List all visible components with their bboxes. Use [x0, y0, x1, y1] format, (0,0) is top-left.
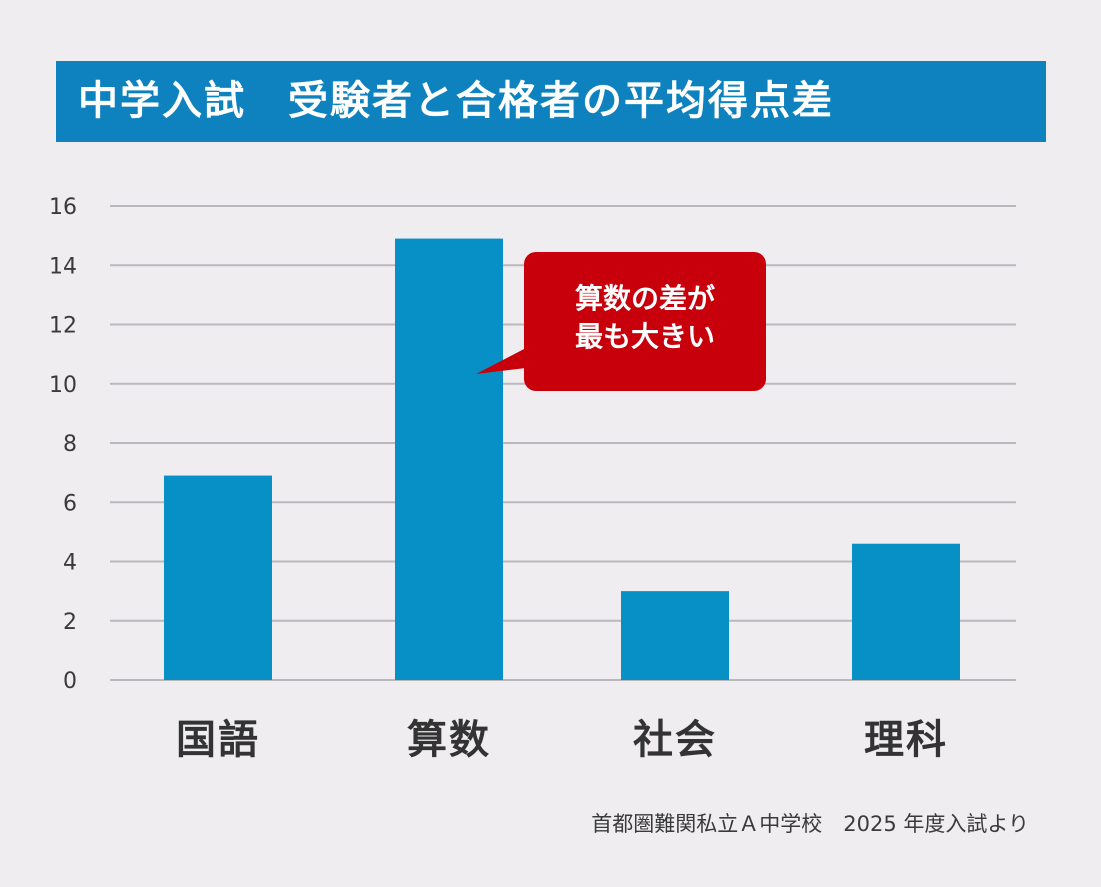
bars — [164, 238, 960, 680]
x-category-label: 国語 — [176, 717, 260, 763]
bar — [395, 238, 503, 680]
y-tick-label: 12 — [49, 314, 77, 339]
source-note: 首都圏難関私立Ａ中学校 2025 年度入試より — [591, 812, 1029, 836]
y-tick-label: 14 — [49, 254, 77, 279]
y-tick-label: 16 — [49, 195, 77, 220]
y-tick-label: 8 — [63, 432, 77, 457]
x-category-label: 社会 — [633, 717, 717, 763]
callout-bubble — [476, 252, 766, 391]
y-tick-label: 2 — [63, 610, 77, 635]
bar — [621, 591, 729, 680]
chart-title: 中学入試 受験者と合格者の平均得点差 — [78, 78, 834, 124]
callout-text: 算数の差が 最も大きい — [524, 280, 766, 356]
callout-pointer — [476, 348, 526, 374]
callout-box — [524, 252, 766, 391]
bar — [164, 475, 272, 680]
y-tick-label: 4 — [63, 551, 77, 576]
title-banner: 中学入試 受験者と合格者の平均得点差 — [56, 61, 1046, 142]
y-tick-label: 10 — [49, 373, 77, 398]
callout-line-2: 最も大きい — [574, 320, 715, 353]
y-tick-label: 0 — [63, 669, 77, 694]
x-category-label: 算数 — [407, 717, 491, 763]
y-axis-ticks: 0 2 4 6 8 10 12 14 16 — [49, 195, 77, 694]
x-axis-labels: 国語 算数 社会 理科 — [176, 717, 948, 763]
x-category-label: 理科 — [864, 717, 948, 763]
callout-line-1: 算数の差が — [574, 282, 715, 315]
bar — [852, 543, 960, 680]
y-tick-label: 6 — [63, 491, 77, 516]
